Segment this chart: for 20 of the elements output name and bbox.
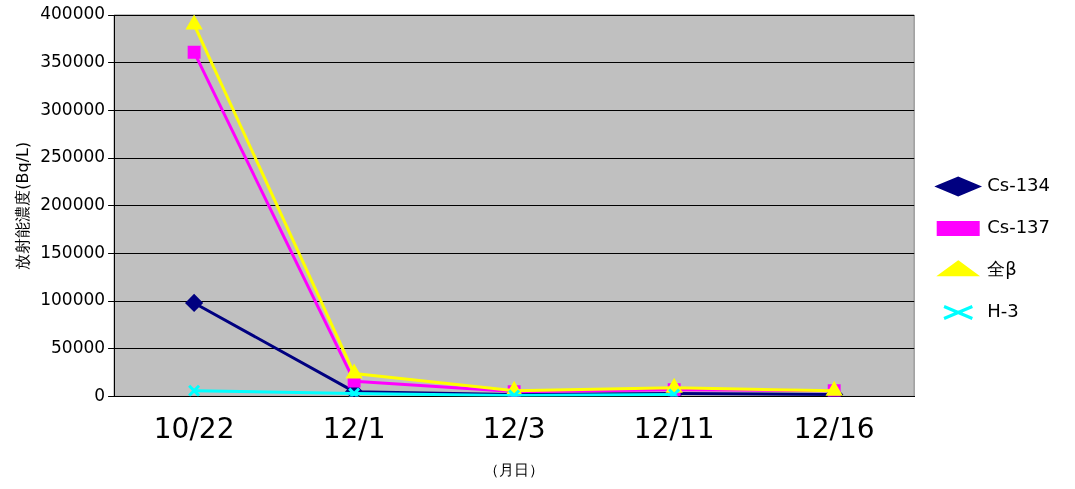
y-tick-label: 100000 (40, 289, 106, 310)
x-tick-label: 12/11 (633, 412, 715, 446)
legend-label: Cs-134 (987, 174, 1051, 196)
y-tick-label: 50000 (51, 337, 106, 358)
x-tick-label: 12/1 (322, 412, 386, 446)
legend-label: 全β (987, 258, 1017, 280)
y-tick-label: 150000 (40, 241, 106, 262)
x-tick-label: 12/3 (482, 412, 546, 446)
y-tick-label: 300000 (40, 98, 106, 119)
legend-label: H-3 (987, 300, 1019, 322)
x-tick-label: 12/16 (793, 412, 875, 446)
y-tick-label: 0 (94, 384, 106, 405)
y-tick-label: 200000 (40, 194, 106, 215)
y-tick-label: 400000 (40, 3, 106, 24)
x-axis-title: （月日） (484, 460, 545, 479)
y-tick-label: 350000 (40, 51, 106, 72)
y-axis-title: 放射能濃度(Bq/L) (12, 141, 32, 270)
legend-label: Cs-137 (987, 216, 1051, 238)
y-tick-label: 250000 (40, 146, 106, 167)
x-tick-label: 10/22 (153, 412, 235, 446)
